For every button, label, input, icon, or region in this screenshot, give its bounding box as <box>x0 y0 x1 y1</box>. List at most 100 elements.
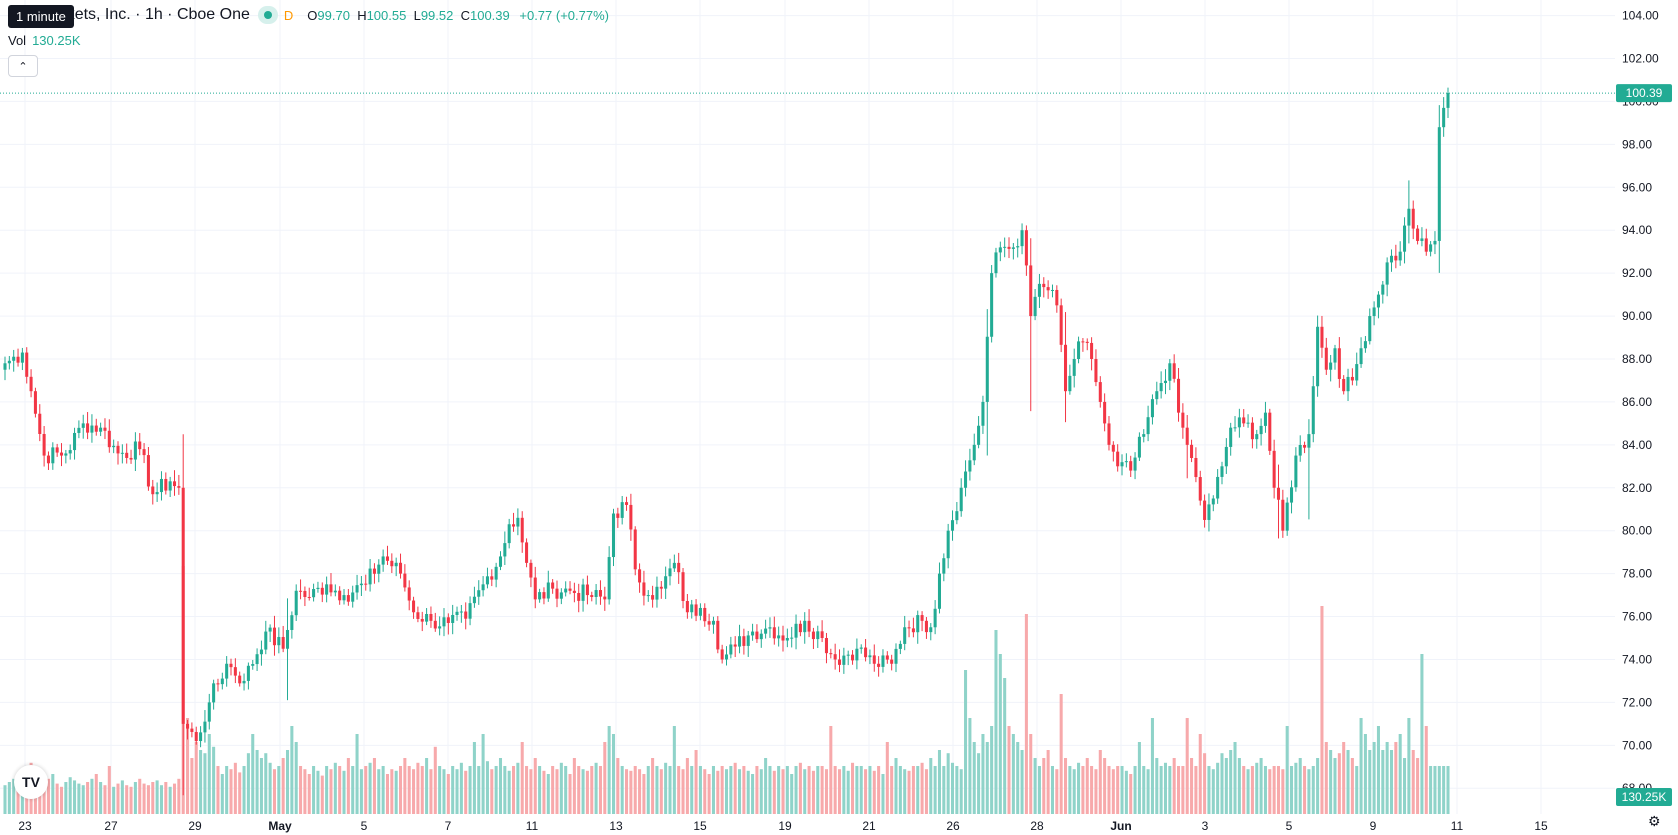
volume-bar <box>1190 758 1194 814</box>
volume-bar <box>824 769 828 814</box>
candle-body <box>551 582 555 589</box>
volume-bar <box>603 742 607 814</box>
candle-body <box>1016 246 1020 248</box>
volume-bar <box>3 785 7 814</box>
volume-bar <box>42 785 46 814</box>
candle-body <box>768 627 772 629</box>
candle-body <box>1120 462 1124 467</box>
candle-body <box>129 457 133 460</box>
volume-bar <box>1124 770 1128 814</box>
volume-bar <box>1242 766 1246 814</box>
collapse-legend-button[interactable]: ⌃ <box>8 55 38 77</box>
volume-bar <box>77 783 81 814</box>
volume-bar <box>933 766 937 814</box>
candle-body <box>116 445 120 454</box>
candle-body <box>911 628 915 633</box>
candle-body <box>694 604 698 616</box>
candle-body <box>1398 251 1402 261</box>
volume-bar <box>1120 766 1124 814</box>
volume-bar <box>638 769 642 814</box>
volume-bar <box>872 770 876 814</box>
candle-body <box>907 627 911 629</box>
volume-bar <box>372 758 376 814</box>
candle-body <box>1233 427 1237 429</box>
volume-bar <box>555 769 559 814</box>
volume-bar <box>338 766 342 814</box>
candle-body <box>1211 498 1215 505</box>
candle-body <box>881 655 885 667</box>
volume-bar <box>985 742 989 814</box>
volume-bar <box>1442 766 1446 814</box>
market-status-icon[interactable] <box>257 6 278 24</box>
volume-bar <box>598 766 602 814</box>
candle-body <box>1429 244 1433 252</box>
candle-body <box>1411 208 1415 229</box>
candle-body <box>1346 376 1350 392</box>
volume-bar <box>1172 758 1176 814</box>
volume-bar <box>299 766 303 814</box>
volume-bar <box>364 766 368 814</box>
volume-bar <box>259 758 263 814</box>
candle-body <box>64 453 68 456</box>
volume-bar <box>442 769 446 814</box>
delayed-badge[interactable]: D <box>283 7 294 23</box>
volume-bar <box>1290 766 1294 814</box>
volume-bar <box>742 766 746 814</box>
candle-body <box>1020 230 1024 247</box>
candle-body <box>651 595 655 600</box>
candle-body <box>329 584 333 593</box>
candle-body <box>851 654 855 661</box>
candle-body <box>33 391 37 414</box>
volume-bar <box>664 762 668 814</box>
volume-bar <box>607 726 611 814</box>
candle-body <box>998 247 1002 253</box>
volume-bar <box>1155 758 1159 814</box>
volume-badge: 130.25K <box>1616 788 1672 806</box>
volume-bar <box>1229 750 1233 814</box>
volume-bar <box>1072 769 1076 814</box>
volume-bar <box>112 786 116 814</box>
x-tick-label: 21 <box>862 819 876 833</box>
candle-body <box>872 655 876 664</box>
candle-body <box>25 352 29 377</box>
volume-bar <box>355 734 359 814</box>
volume-bar <box>146 785 150 814</box>
volume-bar <box>433 746 437 814</box>
volume-bar <box>242 766 246 814</box>
y-tick-label: 92.00 <box>1622 266 1652 280</box>
candle-body <box>42 433 46 456</box>
volume-bar <box>781 769 785 814</box>
candle-body <box>233 667 237 676</box>
volume-bar <box>1007 726 1011 814</box>
volume-bar <box>1129 774 1133 814</box>
volume-bar <box>51 774 55 814</box>
candle-body <box>555 588 559 599</box>
candle-body <box>138 441 142 450</box>
volume-bar <box>1259 758 1263 814</box>
y-tick-label: 74.00 <box>1622 652 1652 666</box>
candle-body <box>1385 262 1389 285</box>
candle-body <box>1081 341 1085 343</box>
candle-body <box>724 654 729 660</box>
interval-tooltip: 1 minute <box>8 5 74 28</box>
volume-bar <box>816 766 820 814</box>
volume-bar <box>625 769 629 814</box>
candle-body <box>1024 230 1028 266</box>
candle-body <box>307 596 311 598</box>
volume-bar <box>81 785 85 814</box>
tradingview-logo[interactable]: TV <box>14 765 48 799</box>
volume-bar <box>1437 766 1441 814</box>
candle-body <box>516 517 520 527</box>
candle-body <box>594 590 598 597</box>
volume-bar <box>1150 718 1154 814</box>
candle-body <box>985 336 989 402</box>
gear-icon[interactable]: ⚙ <box>1648 813 1661 829</box>
candle-body <box>20 352 24 363</box>
candle-body <box>1420 238 1424 241</box>
volume-bar <box>329 769 333 814</box>
volume-bar <box>359 769 363 814</box>
volume-bar <box>1350 758 1354 814</box>
volume-bar <box>1276 766 1281 814</box>
candle-body <box>1029 265 1033 317</box>
